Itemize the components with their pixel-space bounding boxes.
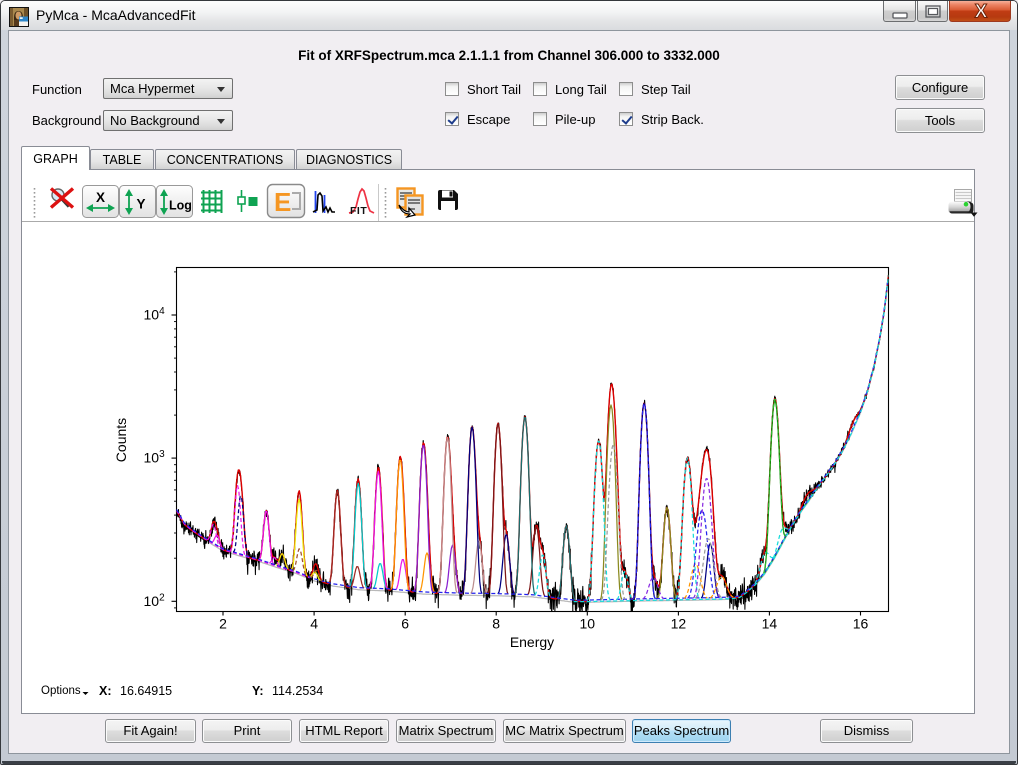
svg-text:4: 4 xyxy=(310,616,318,632)
svg-text:8: 8 xyxy=(492,616,500,632)
svg-text:10: 10 xyxy=(580,616,596,632)
svg-text:X: X xyxy=(96,190,105,205)
svg-text:16: 16 xyxy=(853,616,869,632)
svg-text:E: E xyxy=(274,187,291,217)
svg-text:6: 6 xyxy=(401,616,409,632)
svg-text:X: X xyxy=(975,2,988,23)
svg-text:Y: Y xyxy=(136,197,145,212)
svg-text:Energy: Energy xyxy=(510,634,554,650)
svg-text:2: 2 xyxy=(219,616,227,632)
svg-text:Counts: Counts xyxy=(113,418,129,462)
svg-text:103: 103 xyxy=(144,449,166,466)
svg-text:12: 12 xyxy=(671,616,687,632)
svg-text:102: 102 xyxy=(144,592,166,609)
svg-text:104: 104 xyxy=(144,306,166,323)
svg-text:14: 14 xyxy=(762,616,778,632)
svg-text:Log: Log xyxy=(169,199,192,213)
svg-text:FIT: FIT xyxy=(350,205,367,217)
